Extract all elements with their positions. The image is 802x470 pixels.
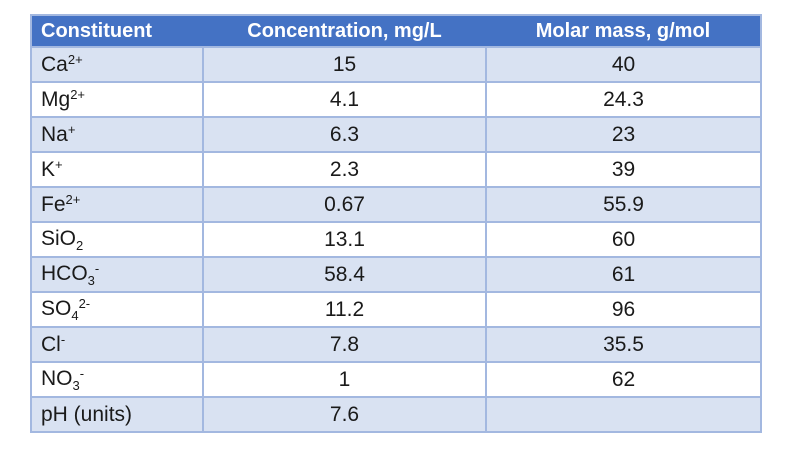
formula-part: Cl — [41, 333, 61, 356]
molar-mass-cell: 55.9 — [485, 186, 762, 223]
formula-part: + — [55, 157, 63, 172]
formula-part: K — [41, 158, 56, 181]
formula-part: 2+ — [65, 192, 81, 207]
concentration-cell: 11.2 — [202, 291, 487, 328]
formula-part: 3 — [87, 273, 95, 288]
concentration-cell: 7.8 — [202, 326, 487, 363]
formula-part: SO — [41, 297, 72, 320]
concentration-cell: 4.1 — [202, 81, 487, 118]
column-header-molar-mass: Molar mass, g/mol — [486, 15, 761, 48]
constituent-cell: K+ — [30, 151, 204, 188]
formula-part: SiO — [41, 226, 77, 250]
formula-part: 2+ — [67, 52, 83, 67]
molar-mass-cell — [485, 396, 762, 433]
table-row: Ca2+ 15 40 — [30, 46, 762, 83]
table-row: K+ 2.3 39 — [30, 151, 762, 188]
table-header: Constituent Concentration, mg/L Molar ma… — [31, 15, 761, 48]
molar-mass-cell: 35.5 — [485, 326, 762, 363]
concentration-cell: 7.6 — [202, 396, 487, 433]
formula-part: 2+ — [70, 87, 86, 102]
formula-part: 3 — [72, 378, 80, 393]
molar-mass-cell: 39 — [485, 151, 762, 188]
formula-part: Ca — [41, 53, 68, 76]
molar-mass-cell: 62 — [485, 361, 762, 398]
table-row: pH (units) 7.6 — [30, 396, 762, 433]
table-row: Na+ 6.3 23 — [30, 116, 762, 153]
formula-part: 4 — [71, 308, 79, 323]
formula-part: NO — [41, 367, 73, 390]
formula-part: 2- — [78, 296, 91, 311]
table-body: Ca2+ 15 40 Mg2+ 4.1 24.3 Na+ 6.3 23 K+ 2.3 39 Fe2+ 0.… — [30, 46, 762, 433]
molar-mass-cell: 61 — [485, 256, 762, 293]
constituent-cell: Mg2+ — [30, 81, 204, 118]
molar-mass-cell: 40 — [485, 46, 762, 83]
column-header-constituent: Constituent — [31, 15, 203, 48]
molar-mass-cell: 24.3 — [485, 81, 762, 118]
constituent-cell: NO3- — [30, 361, 204, 398]
formula-part: pH (units) — [41, 402, 133, 426]
formula-part: Fe — [41, 193, 66, 216]
concentration-cell: 58.4 — [202, 256, 487, 293]
concentration-cell: 2.3 — [202, 151, 487, 188]
constituent-cell: HCO3- — [30, 256, 204, 293]
table-row: Cl- 7.8 35.5 — [30, 326, 762, 363]
constituent-cell: Ca2+ — [30, 46, 204, 83]
formula-part: HCO — [41, 262, 88, 285]
molar-mass-cell: 23 — [485, 116, 762, 153]
concentration-cell: 15 — [202, 46, 487, 83]
constituent-cell: Cl- — [30, 326, 204, 363]
constituent-cell: Na+ — [30, 116, 204, 153]
table-row: NO3- 1 62 — [30, 361, 762, 398]
molar-mass-cell: 96 — [485, 291, 762, 328]
water-constituents-table-container: Constituent Concentration, mg/L Molar ma… — [30, 14, 762, 433]
concentration-cell: 6.3 — [202, 116, 487, 153]
formula-part: Na — [41, 123, 68, 146]
molar-mass-cell: 60 — [485, 221, 762, 258]
concentration-cell: 13.1 — [202, 221, 487, 258]
table-row: Mg2+ 4.1 24.3 — [30, 81, 762, 118]
formula-part: 2 — [76, 237, 84, 253]
formula-part: - — [79, 366, 85, 381]
table-row: HCO3- 58.4 61 — [30, 256, 762, 293]
table-row: SO42- 11.2 96 — [30, 291, 762, 328]
formula-part: Mg — [41, 88, 71, 111]
concentration-cell: 0.67 — [202, 186, 487, 223]
table-row: SiO2 13.1 60 — [30, 221, 762, 258]
header-row: Constituent Concentration, mg/L Molar ma… — [31, 15, 761, 48]
concentration-cell: 1 — [202, 361, 487, 398]
constituent-cell: Fe2+ — [30, 186, 204, 223]
formula-part: - — [94, 261, 100, 276]
constituent-cell: pH (units) — [30, 396, 204, 433]
constituent-cell: SiO2 — [30, 221, 204, 258]
water-constituents-table: Constituent Concentration, mg/L Molar ma… — [30, 14, 762, 433]
formula-part: + — [67, 122, 76, 137]
table-row: Fe2+ 0.67 55.9 — [30, 186, 762, 223]
formula-part: - — [60, 332, 66, 347]
column-header-concentration: Concentration, mg/L — [203, 15, 486, 48]
constituent-cell: SO42- — [30, 291, 204, 328]
